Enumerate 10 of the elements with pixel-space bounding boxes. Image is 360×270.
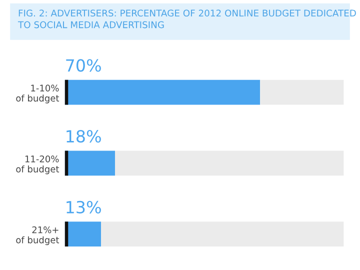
bar	[260, 80, 344, 105]
data-label: 13%	[66, 200, 101, 214]
bar	[115, 150, 344, 176]
y-tick-label: 1-10% of budget	[16, 84, 60, 104]
chart-title: FIG. 2: ADVERTISERS: PERCENTAGE OF 2012 ONLINE BUDGET DEDICATED TO SOCIAL MEDIA ADVERTISING	[18, 10, 356, 28]
y-tick-label: 21%+ of budget	[16, 226, 60, 246]
y-tick-label: 11-20% of budget	[16, 156, 60, 174]
bar	[101, 222, 344, 246]
data-label: 70%	[66, 59, 101, 72]
data-label: 18%	[66, 130, 101, 143]
